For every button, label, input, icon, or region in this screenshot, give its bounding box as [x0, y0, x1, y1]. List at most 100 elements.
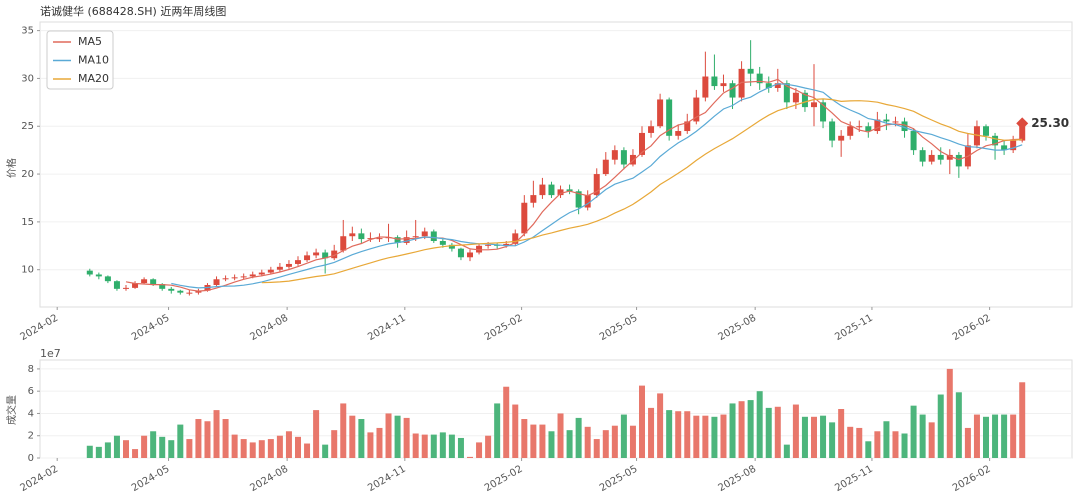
candle-body — [512, 233, 519, 244]
volume-bar — [521, 419, 528, 458]
candle-body — [150, 279, 157, 285]
candle-body — [1019, 123, 1026, 141]
candle-body — [231, 277, 238, 279]
y-tick-label: 35 — [21, 26, 34, 37]
volume-bar — [186, 439, 193, 458]
legend-box — [46, 30, 114, 90]
x-tick-label: 2026-02 — [951, 464, 993, 494]
volume-bar — [874, 431, 881, 458]
volume-bar — [476, 442, 483, 458]
volume-bar — [955, 392, 962, 458]
candle-body — [684, 121, 691, 132]
candle-body — [367, 238, 374, 240]
volume-bar — [1019, 382, 1026, 458]
volume-bar — [738, 401, 745, 458]
volume-bar — [675, 411, 682, 458]
volume-bar — [340, 403, 347, 458]
volume-bar — [765, 407, 772, 458]
volume-bar — [421, 434, 428, 458]
x-tick-label: 2025-02 — [483, 313, 525, 343]
candle-body — [267, 269, 274, 273]
volume-bar — [494, 403, 501, 458]
candle-body — [240, 276, 247, 278]
volume-bar — [512, 404, 519, 458]
candle-body — [584, 195, 591, 208]
volume-bar — [820, 415, 827, 458]
volume-bar — [195, 419, 202, 458]
volume-bar — [448, 434, 455, 458]
legend-label: MA10 — [78, 54, 109, 67]
y-tick-label: 2 — [28, 431, 34, 442]
candle-body — [521, 202, 528, 234]
candle-body — [675, 131, 682, 136]
x-tick-label: 2025-11 — [833, 464, 875, 494]
volume-bar — [367, 432, 374, 458]
volume-bar — [783, 444, 790, 458]
candle-body — [919, 150, 926, 162]
y-tick-label: 20 — [21, 169, 34, 180]
candle-body — [104, 276, 111, 282]
candle-body — [693, 97, 700, 122]
volume-bar — [883, 421, 890, 458]
candle-body — [213, 279, 220, 286]
x-tick-label: 2024-08 — [248, 464, 290, 494]
volume-bar — [1001, 414, 1008, 458]
candle-body — [838, 135, 845, 141]
volume-bar — [403, 417, 410, 458]
candle-body — [702, 76, 709, 98]
candle-body — [132, 283, 139, 288]
candle-body — [539, 184, 546, 196]
candle-body — [593, 174, 600, 196]
volume-bar — [1010, 414, 1017, 458]
candle-body — [602, 159, 609, 175]
volume-bar — [648, 407, 655, 458]
volume-bar — [910, 405, 917, 458]
candle-body — [711, 76, 718, 87]
volume-bar — [385, 413, 392, 458]
candle-body — [1001, 145, 1008, 151]
candle-body — [285, 263, 292, 267]
candle-body — [566, 189, 573, 192]
x-tick-label: 2024-11 — [366, 313, 408, 343]
candle-body — [756, 73, 763, 84]
y-axis-label: 成交量 — [5, 395, 18, 425]
y-tick-label: 30 — [21, 73, 34, 84]
volume-bar — [222, 419, 229, 458]
candle-body — [729, 83, 736, 98]
candle-body — [955, 154, 962, 167]
volume-bar — [322, 444, 329, 458]
volume-bar — [123, 440, 129, 458]
x-tick-label: 2024-02 — [19, 464, 61, 494]
volume-bar — [503, 386, 510, 458]
volume-bar — [928, 422, 935, 458]
offset-text: 1e7 — [40, 347, 61, 360]
volume-bar — [919, 414, 926, 458]
candle-body — [430, 231, 437, 242]
volume-bar — [304, 443, 311, 458]
volume-bar — [485, 435, 492, 458]
volume-bar — [575, 417, 582, 458]
chart-title: 诺诚健华 (688428.SH) 近两年周线图 — [40, 4, 226, 18]
y-tick-label: 8 — [28, 364, 34, 375]
candle-body — [322, 252, 329, 259]
candle-body — [222, 278, 229, 280]
candle-body — [747, 68, 754, 74]
last-price-label: 25.30 — [1031, 116, 1069, 130]
volume-bar — [240, 439, 247, 458]
volume-bar — [530, 424, 537, 458]
candle-body — [186, 292, 193, 294]
volume-bar — [684, 411, 691, 458]
x-tick-label: 2024-11 — [366, 464, 408, 494]
volume-bar — [249, 442, 256, 458]
candle-body — [304, 255, 311, 261]
volume-bar — [141, 435, 148, 458]
y-tick-label: 10 — [21, 265, 34, 276]
volume-bar — [358, 419, 365, 458]
y-tick-label: 15 — [21, 217, 34, 228]
volume-bar — [829, 422, 836, 458]
candle-body — [113, 281, 120, 289]
candle-body — [258, 272, 265, 275]
x-tick-label: 2024-05 — [130, 313, 172, 343]
candle-body — [801, 92, 808, 108]
